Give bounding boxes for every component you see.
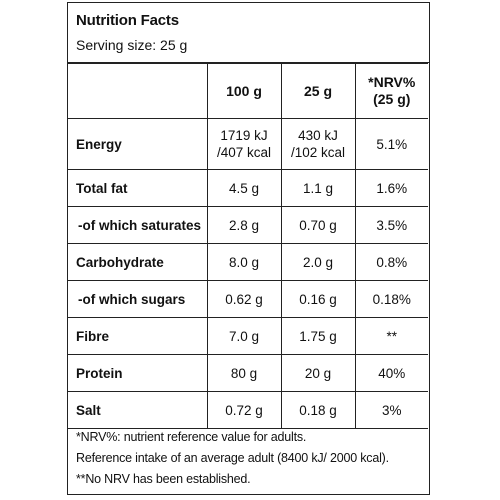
cell-nrv: 3.5% [354, 206, 428, 244]
row-label: -of which sugars [68, 280, 208, 318]
cell-per100: 0.72 g [206, 391, 282, 429]
cell-per100-line2: /407 kcal [216, 145, 272, 160]
cell-nrv: 1.6% [354, 169, 428, 207]
cell-per100: 0.62 g [206, 280, 282, 318]
table-header-row: 100 g 25 g *NRV% (25 g) [68, 63, 428, 119]
cell-nrv: ** [354, 317, 428, 355]
cell-nrv: 3% [354, 391, 428, 429]
footnote-no-nrv: **No NRV has been established. [76, 472, 251, 486]
table-row: Fibre 7.0 g 1.75 g ** [68, 317, 428, 355]
cell-per25: 0.18 g [280, 391, 356, 429]
footnotes: *NRV%: nutrient reference value for adul… [76, 427, 389, 490]
row-label: -of which saturates [68, 206, 208, 244]
panel-title: Nutrition Facts [76, 12, 179, 29]
cell-nrv: 0.18% [354, 280, 428, 318]
nutrition-facts-panel: Nutrition Facts Serving size: 25 g 100 g… [67, 2, 430, 495]
cell-per100: 4.5 g [206, 169, 282, 207]
cell-per25: 20 g [280, 354, 356, 392]
cell-nrv: 0.8% [354, 243, 428, 281]
cell-nrv: 40% [354, 354, 428, 392]
table-row: Protein 80 g 20 g 40% [68, 354, 428, 392]
footnote-nrv-definition: *NRV%: nutrient reference value for adul… [76, 430, 307, 444]
cell-per100: 80 g [206, 354, 282, 392]
footnote-reference-intake: Reference intake of an average adult (84… [76, 451, 389, 465]
column-header-nrv-line1: *NRV% [368, 74, 416, 90]
cell-per25: 0.70 g [280, 206, 356, 244]
row-label: Total fat [68, 169, 208, 207]
cell-per25: 1.1 g [280, 169, 356, 207]
column-header-per25: 25 g [280, 63, 356, 119]
cell-per25-line2: /102 kcal [290, 145, 346, 160]
table-row: Salt 0.72 g 0.18 g 3% [68, 391, 428, 429]
column-header-per100: 100 g [206, 63, 282, 119]
cell-per25: 2.0 g [280, 243, 356, 281]
cell-per100: 7.0 g [206, 317, 282, 355]
cell-per25: 1.75 g [280, 317, 356, 355]
cell-per100: 2.8 g [206, 206, 282, 244]
cell-per25-line1: 430 kJ [298, 128, 338, 143]
cell-per25: 0.16 g [280, 280, 356, 318]
serving-size: Serving size: 25 g [76, 37, 188, 53]
table-row: Energy 1719 kJ /407 kcal 430 kJ /102 kca… [68, 118, 428, 170]
row-label: Energy [68, 118, 208, 170]
table-row: Carbohydrate 8.0 g 2.0 g 0.8% [68, 243, 428, 281]
nutrition-table: 100 g 25 g *NRV% (25 g) Energy 1719 kJ /… [68, 63, 428, 429]
cell-per100: 8.0 g [206, 243, 282, 281]
cell-per100-line1: 1719 kJ [220, 128, 268, 143]
column-header-nutrient [68, 63, 208, 119]
column-header-nrv-line2: (25 g) [373, 91, 411, 107]
cell-per25: 430 kJ /102 kcal [280, 118, 356, 170]
column-header-nrv: *NRV% (25 g) [354, 63, 428, 119]
row-label: Carbohydrate [68, 243, 208, 281]
row-label: Fibre [68, 317, 208, 355]
cell-nrv: 5.1% [354, 118, 428, 170]
row-label: Salt [68, 391, 208, 429]
header-divider [68, 62, 429, 63]
table-row: Total fat 4.5 g 1.1 g 1.6% [68, 169, 428, 207]
row-label: Protein [68, 354, 208, 392]
table-row: -of which sugars 0.62 g 0.16 g 0.18% [68, 280, 428, 318]
cell-per100: 1719 kJ /407 kcal [206, 118, 282, 170]
table-row: -of which saturates 2.8 g 0.70 g 3.5% [68, 206, 428, 244]
